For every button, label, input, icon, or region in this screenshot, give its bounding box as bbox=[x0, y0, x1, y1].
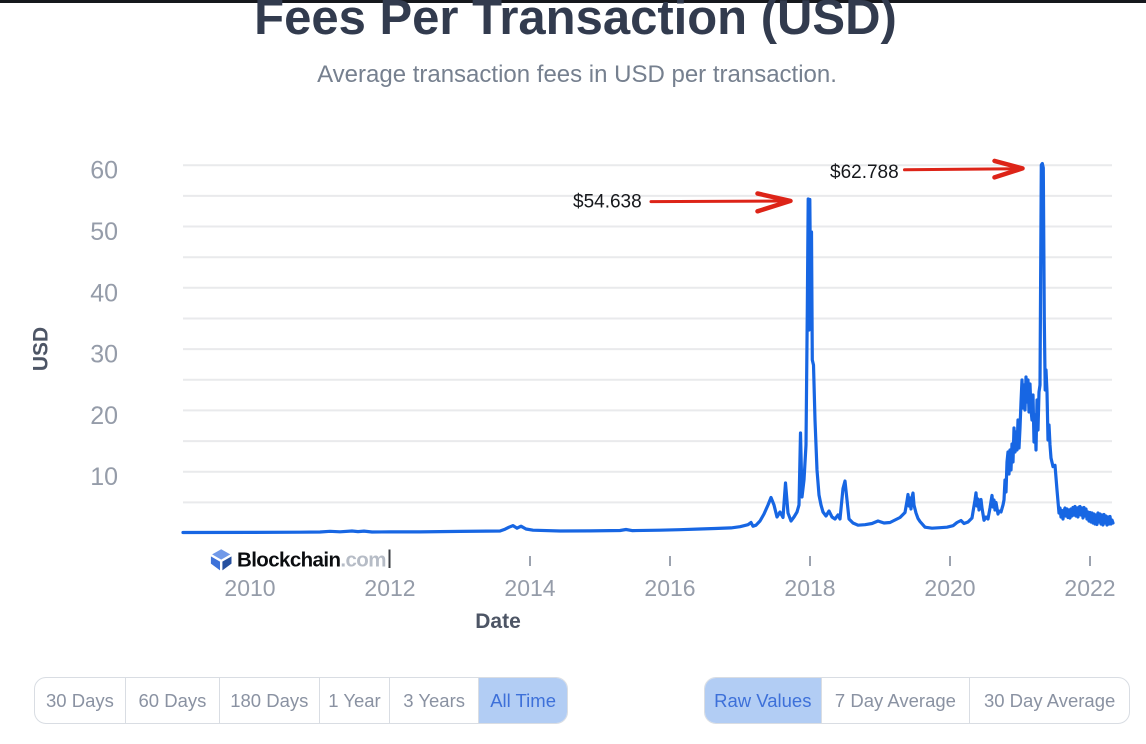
svg-text:Blockchain.com: Blockchain.com bbox=[237, 549, 386, 572]
svg-text:40: 40 bbox=[90, 279, 118, 307]
svg-text:2014: 2014 bbox=[504, 575, 555, 601]
svg-text:$62.788: $62.788 bbox=[830, 162, 899, 183]
svg-text:20: 20 bbox=[90, 402, 118, 430]
svg-text:USD: USD bbox=[30, 327, 53, 371]
svg-text:2010: 2010 bbox=[224, 575, 275, 601]
svg-text:Date: Date bbox=[475, 610, 521, 633]
svg-text:2020: 2020 bbox=[924, 575, 975, 601]
svg-text:50: 50 bbox=[90, 218, 118, 246]
svg-text:10: 10 bbox=[90, 463, 118, 491]
svg-text:30: 30 bbox=[90, 341, 118, 369]
svg-text:$54.638: $54.638 bbox=[573, 192, 642, 213]
svg-text:60: 60 bbox=[90, 157, 118, 185]
svg-text:2022: 2022 bbox=[1064, 575, 1115, 601]
svg-text:2016: 2016 bbox=[644, 575, 695, 601]
svg-text:2012: 2012 bbox=[364, 575, 415, 601]
svg-text:2018: 2018 bbox=[784, 575, 835, 601]
